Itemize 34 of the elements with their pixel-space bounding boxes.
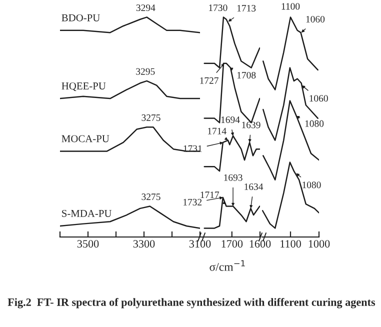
annotation: 1100	[282, 3, 300, 10]
x-tick-label: 3300	[133, 240, 155, 248]
annotation: 1060	[310, 95, 328, 102]
series-label: BDO-PU	[62, 14, 100, 22]
annotation: 1708	[237, 72, 256, 79]
x-tick-label: 1600	[250, 240, 271, 248]
annotation: 1080	[305, 120, 324, 127]
annotation: 1634	[244, 183, 264, 190]
annotation: 1730	[209, 4, 228, 12]
x-tick-label: 1000	[308, 240, 330, 248]
x-tick-label: 1100	[280, 240, 301, 248]
x-axis-title: σ/cm$^{−1}$	[210, 260, 245, 271]
annotation: 1727	[200, 77, 218, 84]
annotation: 1060	[306, 16, 325, 23]
caption: Fig.2 FT- IR spectra of polyurethane synthesized with different curing agents	[8, 298, 376, 308]
annotation: 3295	[136, 68, 155, 75]
annotation: 1731	[184, 145, 202, 152]
annotation: 1732	[183, 198, 202, 206]
series-label: MOCA-PU	[62, 135, 110, 142]
annotation: 3275	[142, 194, 160, 200]
annotation: 3275	[142, 114, 160, 121]
x-tick-label: 3500	[77, 240, 99, 248]
x-tick-label: 1700	[222, 240, 243, 248]
annotation: 1714	[208, 128, 226, 134]
annotation: 3294	[136, 4, 156, 12]
x-tick-label: 3100	[189, 240, 211, 248]
annotation: 1694	[221, 116, 240, 124]
annotation: 1717	[200, 192, 220, 198]
series-label: S-MDA-PU	[62, 210, 112, 217]
annotation: 1080	[302, 182, 321, 188]
annotation: 1713	[237, 4, 256, 12]
annotation: 1693	[224, 174, 242, 181]
series-label: HQEE-PU	[62, 82, 106, 92]
annotation: 1639	[242, 122, 260, 128]
